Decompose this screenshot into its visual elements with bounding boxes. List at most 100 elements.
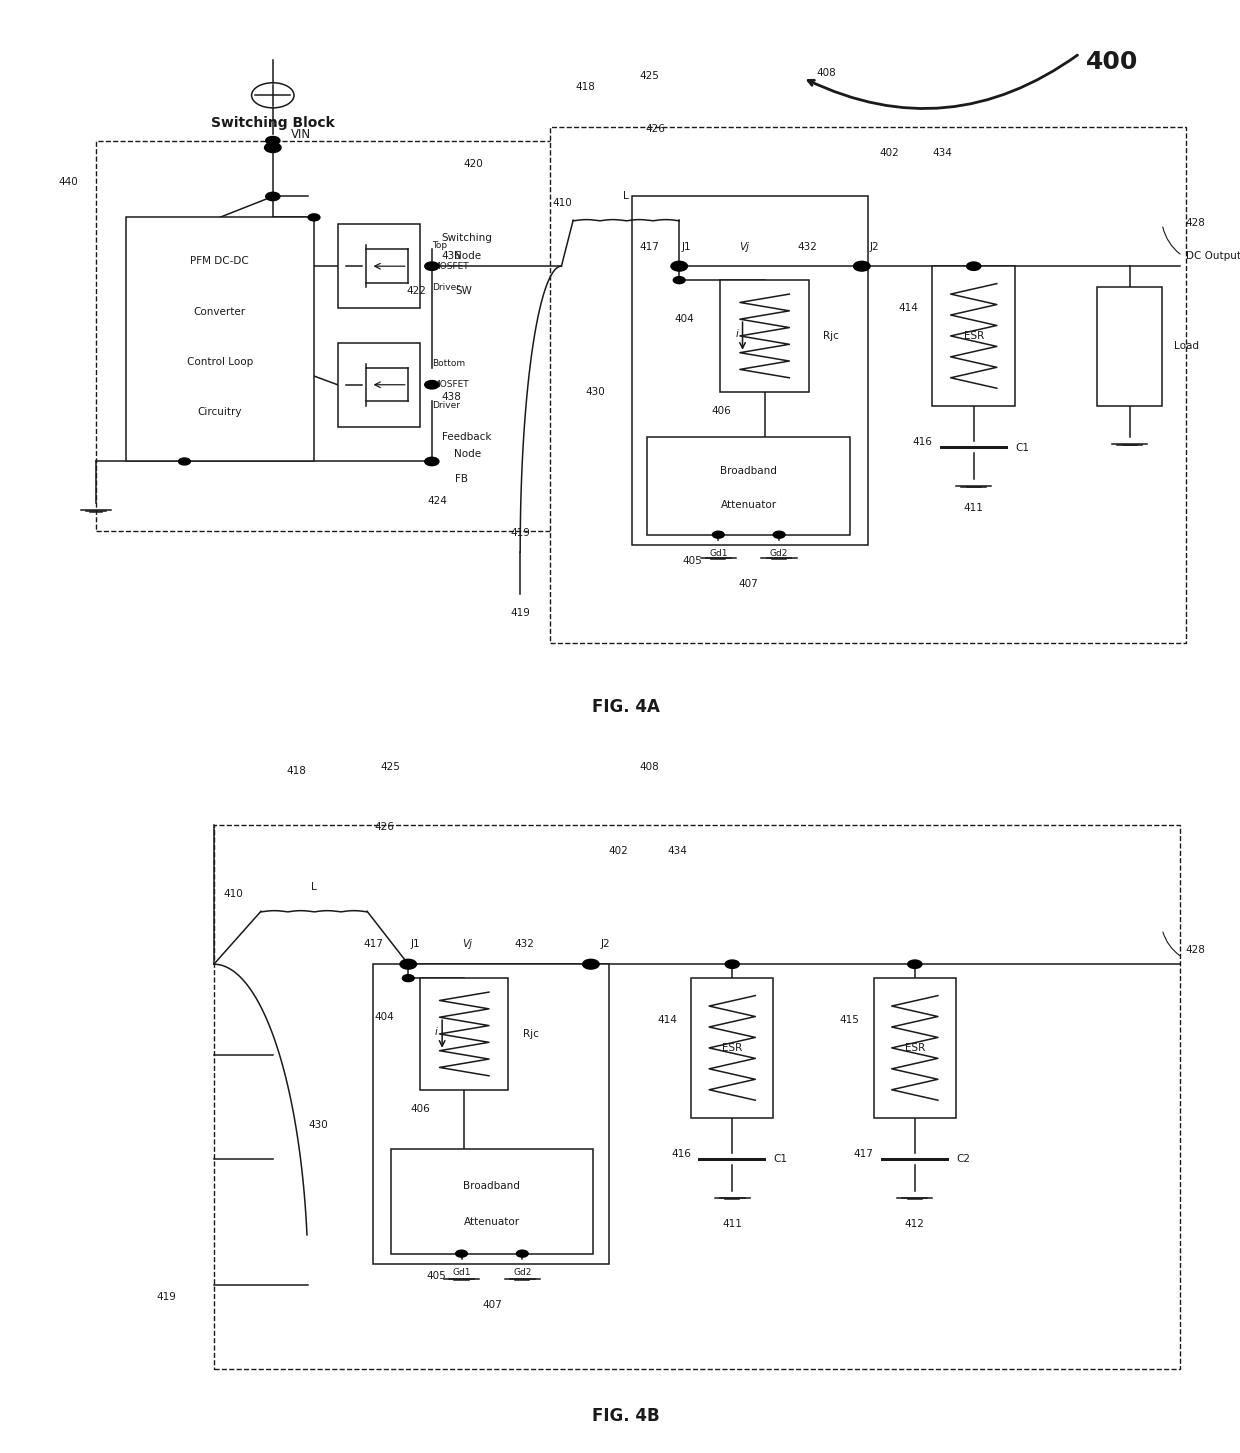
Text: Gd1: Gd1: [709, 549, 728, 558]
Text: 428: 428: [1185, 218, 1205, 228]
Text: 432: 432: [797, 243, 817, 253]
Text: 432: 432: [515, 939, 534, 949]
Circle shape: [425, 458, 439, 465]
Text: Load: Load: [1174, 341, 1199, 352]
Circle shape: [265, 137, 280, 145]
Text: Attenuator: Attenuator: [464, 1218, 520, 1228]
Text: 425: 425: [381, 763, 401, 773]
Text: Converter: Converter: [193, 307, 246, 317]
Text: 422: 422: [405, 286, 427, 295]
Bar: [125, 218, 314, 462]
Text: 406: 406: [711, 405, 730, 416]
Text: 426: 426: [646, 124, 666, 134]
Text: 408: 408: [640, 763, 660, 773]
Text: Node: Node: [454, 449, 481, 459]
Text: 415: 415: [839, 1016, 859, 1024]
Text: 417: 417: [640, 243, 660, 253]
Text: Gd1: Gd1: [453, 1267, 471, 1277]
Text: Circuitry: Circuitry: [197, 407, 242, 417]
Circle shape: [309, 214, 320, 221]
Circle shape: [967, 262, 981, 270]
Circle shape: [583, 959, 599, 969]
Bar: [337, 224, 420, 308]
Text: Gd2: Gd2: [770, 549, 789, 558]
Text: 402: 402: [879, 148, 899, 158]
Text: 419: 419: [510, 607, 531, 618]
Bar: [391, 1149, 593, 1254]
Circle shape: [671, 262, 687, 272]
Text: i: i: [735, 328, 738, 339]
Circle shape: [425, 381, 439, 389]
Text: Broadband: Broadband: [720, 466, 777, 477]
Circle shape: [774, 532, 785, 538]
Text: 414: 414: [657, 1016, 677, 1024]
Bar: [215, 825, 1180, 1369]
Text: 405: 405: [427, 1271, 445, 1282]
Circle shape: [673, 276, 686, 283]
Text: Bottom: Bottom: [432, 359, 465, 368]
Circle shape: [725, 960, 739, 968]
Text: 417: 417: [853, 1149, 873, 1159]
Text: 407: 407: [739, 578, 759, 588]
Bar: [932, 266, 1014, 405]
Text: FIG. 4A: FIG. 4A: [593, 697, 660, 716]
Text: i: i: [435, 1027, 438, 1037]
Text: 430: 430: [308, 1120, 327, 1129]
Text: 424: 424: [428, 497, 448, 506]
Text: DC Output: DC Output: [1185, 251, 1240, 260]
Text: FIG. 4B: FIG. 4B: [593, 1407, 660, 1424]
Text: 419: 419: [156, 1292, 177, 1302]
Text: C1: C1: [774, 1155, 787, 1164]
Circle shape: [401, 959, 417, 969]
Text: L: L: [624, 192, 629, 202]
Text: Driver: Driver: [432, 401, 460, 410]
Text: J1: J1: [410, 939, 420, 949]
Text: 440: 440: [58, 177, 78, 187]
Text: 404: 404: [374, 1013, 394, 1023]
Text: J1: J1: [682, 243, 691, 253]
Text: Rjc: Rjc: [823, 331, 838, 341]
Text: SW: SW: [455, 286, 472, 295]
Text: VIN: VIN: [290, 128, 310, 141]
Circle shape: [265, 192, 280, 201]
Text: 400: 400: [1086, 49, 1138, 74]
Text: 416: 416: [671, 1149, 691, 1159]
Circle shape: [853, 262, 870, 272]
Text: J2: J2: [600, 939, 610, 949]
Text: 412: 412: [905, 1219, 925, 1229]
Bar: [691, 978, 774, 1117]
Text: 405: 405: [683, 555, 703, 565]
Text: MOSFET: MOSFET: [432, 381, 469, 389]
Text: L: L: [311, 882, 317, 892]
Text: Vj: Vj: [463, 939, 472, 949]
Bar: [873, 978, 956, 1117]
Text: Gd2: Gd2: [513, 1267, 532, 1277]
Bar: [337, 343, 420, 427]
Text: Node: Node: [454, 251, 481, 260]
Circle shape: [713, 532, 724, 538]
Circle shape: [179, 458, 190, 465]
Text: Switching: Switching: [441, 234, 492, 243]
Circle shape: [516, 1250, 528, 1257]
Text: C1: C1: [1014, 443, 1029, 452]
Text: 430: 430: [585, 386, 605, 397]
Text: 406: 406: [410, 1104, 430, 1113]
Text: 411: 411: [722, 1219, 743, 1229]
Text: 428: 428: [1185, 946, 1205, 955]
Text: 404: 404: [675, 314, 694, 324]
Text: Top: Top: [432, 241, 446, 250]
Bar: [420, 978, 508, 1090]
Circle shape: [908, 960, 921, 968]
Text: 410: 410: [223, 889, 243, 899]
Bar: [97, 141, 556, 532]
Text: 407: 407: [482, 1299, 502, 1309]
Bar: [632, 196, 868, 545]
Text: 438: 438: [441, 392, 461, 401]
Text: 419: 419: [510, 527, 531, 538]
Text: C2: C2: [956, 1155, 970, 1164]
Circle shape: [264, 142, 281, 153]
Text: ESR: ESR: [722, 1043, 743, 1053]
Text: 416: 416: [913, 437, 932, 448]
Text: ESR: ESR: [963, 331, 983, 341]
Bar: [1097, 288, 1162, 405]
